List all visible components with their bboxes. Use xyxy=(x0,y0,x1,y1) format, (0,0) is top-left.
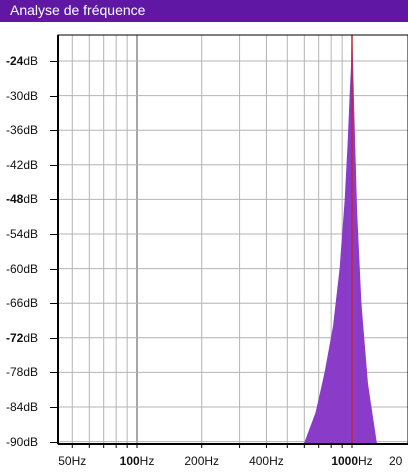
y-tick xyxy=(50,268,58,270)
y-tick-value: -42 xyxy=(6,157,24,172)
window-title: Analyse de fréquence xyxy=(10,2,146,18)
y-tick-value: -54 xyxy=(6,227,24,241)
y-tick-value: -90 xyxy=(6,434,24,449)
spectrum-point xyxy=(360,302,362,304)
x-tick-label: 50Hz xyxy=(58,454,86,468)
y-tick-label: -24dB xyxy=(6,54,38,68)
y-tick-label: -42dB xyxy=(6,158,38,172)
y-tick-unit: dB xyxy=(23,88,39,103)
y-tick xyxy=(50,337,58,339)
y-tick-label: -90dB xyxy=(6,435,38,449)
y-tick xyxy=(50,164,58,166)
y-tick-label: -30dB xyxy=(6,89,38,103)
y-tick xyxy=(50,372,58,374)
y-axis: -24dB -30dB -36dB -42dB -48dB -54dB -60dB -66dB… xyxy=(0,22,58,474)
x-tick-unit: Hz xyxy=(269,454,284,468)
y-tick xyxy=(50,407,58,408)
x-tick-unit: Hz xyxy=(358,454,373,468)
y-tick-unit: dB xyxy=(23,400,39,414)
spectrum-point xyxy=(356,210,358,212)
spectrum-point xyxy=(324,371,326,373)
y-tick-unit: dB xyxy=(23,227,39,241)
spectrum-point xyxy=(366,383,369,385)
spectrum-point xyxy=(349,95,351,97)
spectrum-point xyxy=(353,112,355,114)
x-tick-label: 20 xyxy=(389,454,402,468)
x-tick-value: 100 xyxy=(119,454,140,468)
x-tick-value: 50 xyxy=(58,454,72,468)
y-tick-unit: dB xyxy=(23,261,39,276)
y-tick-unit: dB xyxy=(23,123,39,138)
y-tick-label: -84dB xyxy=(6,400,38,414)
x-tick-value: 1000 xyxy=(331,454,359,468)
y-tick xyxy=(50,234,58,235)
x-tick-label: 100Hz xyxy=(120,454,155,468)
y-tick xyxy=(50,130,58,132)
y-tick-value: -30 xyxy=(6,88,24,103)
y-tick-unit: dB xyxy=(23,365,39,380)
y-tick-value: -84 xyxy=(6,400,24,414)
y-tick xyxy=(50,61,58,62)
y-tick-unit: dB xyxy=(23,434,39,449)
y-tick-value: -66 xyxy=(6,296,24,311)
spectrum-point xyxy=(344,198,346,200)
x-tick-value: 400 xyxy=(249,454,270,468)
y-tick-unit: dB xyxy=(23,192,39,207)
x-tick-value: 20 xyxy=(389,454,403,468)
y-tick-label: -66dB xyxy=(6,296,38,310)
title-bar: Analyse de fréquence xyxy=(0,0,408,22)
y-tick-unit: dB xyxy=(23,330,39,345)
y-tick-unit: dB xyxy=(23,54,39,68)
y-tick xyxy=(50,303,58,305)
y-tick-label: -60dB xyxy=(6,262,38,276)
spectrum-point xyxy=(339,268,341,270)
y-tick-label: -72dB xyxy=(6,331,38,345)
y-tick-value: -24 xyxy=(6,54,24,68)
y-tick xyxy=(50,441,58,443)
y-tick xyxy=(50,95,58,97)
y-tick-value: -72 xyxy=(6,330,24,345)
y-tick-value: -36 xyxy=(6,123,24,138)
y-tick-label: -78dB xyxy=(6,365,38,379)
y-tick-value: -48 xyxy=(6,192,24,207)
x-tick-label: 1000Hz xyxy=(331,454,372,468)
spectrum-point xyxy=(332,325,335,327)
x-tick-unit: Hz xyxy=(139,454,155,468)
y-tick-unit: dB xyxy=(23,157,39,172)
x-tick-label: 400Hz xyxy=(249,454,284,468)
spectrum-point xyxy=(347,141,349,143)
y-tick-label: -48dB xyxy=(6,192,38,206)
y-tick xyxy=(50,199,58,201)
x-tick-unit: Hz xyxy=(71,454,87,468)
y-tick-label: -54dB xyxy=(6,227,38,241)
y-tick-value: -78 xyxy=(6,365,24,380)
y-tick-unit: dB xyxy=(23,296,39,311)
y-tick-label: -36dB xyxy=(6,123,38,137)
spectrum-point xyxy=(315,412,317,414)
x-tick-value: 200 xyxy=(184,454,205,468)
x-tick-unit: Hz xyxy=(204,454,220,468)
x-tick-label: 200Hz xyxy=(184,454,219,468)
y-tick-value: -60 xyxy=(6,261,24,276)
